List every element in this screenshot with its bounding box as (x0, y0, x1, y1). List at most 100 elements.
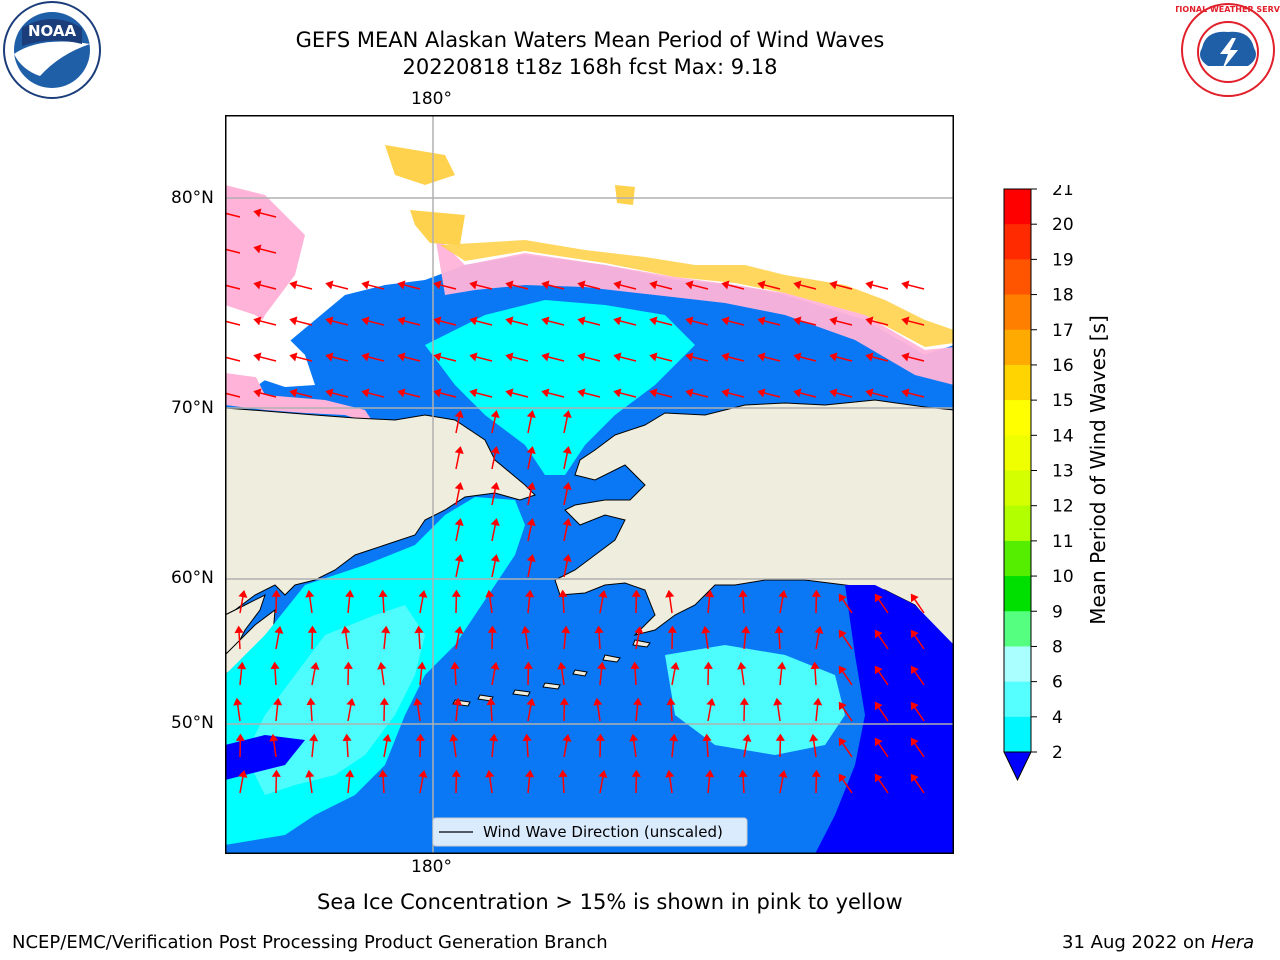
wind-wave-arrow-head (490, 446, 500, 455)
chart-title-line2: 20220818 t18z 168h fcst Max: 9.18 (402, 55, 778, 79)
wind-wave-arrow-head (706, 697, 716, 706)
wind-wave-arrow-head (289, 352, 298, 362)
wind-wave-arrow (225, 320, 241, 326)
wind-wave-arrow-head (325, 316, 334, 326)
wind-wave-arrow-head (378, 769, 388, 778)
sea-ice-band-north (435, 235, 954, 385)
wind-wave-arrow-head (361, 388, 370, 398)
wind-wave-arrow-head (469, 352, 478, 362)
colorbar-tick-label: 9 (1052, 602, 1063, 622)
wind-wave-arrow-head (865, 316, 874, 326)
wind-wave-arrow-head (451, 769, 461, 777)
wind-wave-arrow-head (289, 316, 298, 326)
wind-wave-arrow-head (577, 388, 586, 398)
wind-wave-arrow-head (414, 625, 424, 634)
wind-wave-arrow-head (253, 208, 262, 218)
wind-wave-arrow-head (541, 352, 550, 362)
wind-wave-arrow-head (874, 773, 883, 783)
footer-system: Hera (1211, 932, 1255, 953)
wind-wave-arrow-head (305, 589, 315, 598)
wind-wave-arrow-head (738, 589, 748, 598)
wind-wave-arrow-head (289, 280, 298, 290)
wind-wave-arrow-head (777, 661, 787, 670)
colorbar-tick-label: 20 (1052, 215, 1074, 235)
wind-wave-arrow-head (253, 388, 262, 398)
wind-wave-arrow-head (562, 733, 572, 742)
wind-wave-arrow-head (778, 769, 788, 778)
wind-wave-arrow-head (490, 518, 500, 527)
wind-wave-arrow-head (271, 769, 281, 777)
wind-wave-arrow-head (814, 625, 824, 634)
wind-wave-arrow (225, 284, 241, 290)
colorbar-bin (1004, 364, 1031, 401)
colorbar-bin (1004, 716, 1031, 753)
lat-label-70: 70°N (171, 398, 214, 418)
wind-wave-arrow-head (379, 697, 389, 705)
footer-date: 31 Aug 2022 on (1062, 932, 1212, 953)
wind-wave-arrow-head (665, 589, 675, 598)
footer-right: 31 Aug 2022 on Hera (1062, 932, 1254, 953)
wind-wave-arrow-head (705, 769, 715, 778)
wind-wave-arrow (225, 392, 241, 398)
wind-wave-arrow-head (485, 589, 495, 598)
wind-wave-arrow-head (526, 446, 536, 455)
wind-wave-arrow-head (253, 316, 262, 326)
colorbar-tick-label: 17 (1052, 321, 1074, 341)
wind-wave-arrow-head (901, 280, 910, 290)
wind-wave-arrow-head (757, 388, 766, 398)
wind-wave-arrow-head (838, 629, 847, 639)
wind-wave-arrow-head (577, 352, 586, 362)
wind-wave-arrow-head (238, 769, 248, 778)
wind-wave-arrow-head (631, 769, 641, 777)
wind-wave-arrow-head (413, 697, 423, 706)
colorbar-bin (1004, 576, 1031, 612)
wind-wave-arrow-head (490, 661, 500, 670)
wind-wave-arrow-head (433, 352, 442, 362)
wind-wave-arrow-head (811, 589, 821, 597)
wind-wave-arrow-head (778, 589, 788, 598)
wind-wave-arrow-head (874, 701, 883, 711)
wind-wave-arrow-head (325, 352, 334, 362)
wind-wave-arrow-head (490, 482, 500, 491)
wind-wave-arrow-head (597, 661, 607, 670)
wind-wave-arrow-head (523, 661, 533, 669)
noaa-logo: NOAA (3, 1, 101, 99)
wind-wave-arrow-head (397, 388, 406, 398)
wind-wave-arrow-head (838, 701, 847, 711)
wind-wave-arrow-head (829, 280, 838, 290)
sea-ice-note: Sea Ice Concentration > 15% is shown in … (317, 890, 903, 914)
wind-wave-arrow-head (670, 661, 680, 670)
wind-wave-arrow-head (667, 625, 677, 633)
wind-wave-arrow-head (793, 388, 802, 398)
wind-wave-arrow-head (271, 589, 281, 597)
wind-wave-arrow-head (685, 316, 694, 326)
wind-wave-arrow-head (634, 625, 644, 634)
wind-wave-arrow-head (521, 625, 531, 634)
noaa-logo-text: NOAA (28, 22, 77, 40)
colorbar-tick-label: 13 (1052, 462, 1074, 482)
lon-label-top: 180° (411, 89, 452, 109)
wind-wave-arrow-head (558, 769, 568, 778)
colorbar-tick-label: 2 (1052, 743, 1063, 763)
wind-wave-arrow-head (253, 280, 262, 290)
sea-ice-edge-yellow (440, 240, 954, 347)
wind-wave-arrow-head (613, 388, 622, 398)
wind-wave-arrow-head (526, 482, 536, 491)
lat-label-50: 50°N (171, 713, 214, 733)
wind-wave-arrow-head (505, 280, 514, 290)
wind-wave-arrow-head (838, 773, 847, 783)
chart-title-line1: GEFS MEAN Alaskan Waters Mean Period of … (295, 28, 885, 52)
wind-wave-arrow-head (397, 316, 406, 326)
colorbar-tick-label: 11 (1052, 532, 1074, 552)
wind-wave-arrow-head (865, 352, 874, 362)
wind-wave-arrow-head (874, 665, 883, 675)
wind-wave-arrow-head (838, 737, 847, 747)
wind-wave-arrow-head (865, 280, 874, 290)
wind-wave-arrows (225, 208, 925, 794)
wind-wave-arrow-head (901, 316, 910, 326)
wind-wave-arrow-head (838, 593, 847, 603)
wind-wave-arrow-head (562, 518, 572, 527)
wind-wave-arrow-head (469, 316, 478, 326)
wind-wave-arrow-head (454, 518, 464, 527)
wind-wave-arrow-head (418, 589, 428, 598)
